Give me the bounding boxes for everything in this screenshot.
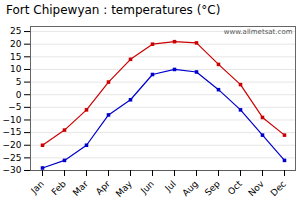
svg-text:20: 20 [10, 39, 22, 49]
svg-text:Apr: Apr [94, 179, 112, 197]
svg-text:Aug: Aug [180, 179, 200, 198]
svg-text:Jul: Jul [162, 179, 177, 194]
svg-text:Mar: Mar [71, 178, 90, 197]
svg-text:Feb: Feb [50, 179, 69, 198]
svg-text:−30: −30 [3, 165, 22, 175]
svg-text:Nov: Nov [246, 178, 266, 198]
svg-text:−25: −25 [3, 153, 22, 163]
svg-text:www.allmetsat.com: www.allmetsat.com [224, 28, 293, 36]
svg-text:Oct: Oct [226, 178, 244, 196]
svg-text:−10: −10 [3, 115, 22, 125]
svg-text:−15: −15 [3, 127, 22, 137]
svg-text:−20: −20 [3, 140, 22, 150]
svg-text:Jun: Jun [138, 179, 156, 197]
svg-text:10: 10 [10, 64, 22, 74]
svg-text:15: 15 [10, 52, 21, 62]
svg-text:5: 5 [16, 77, 22, 87]
svg-text:0: 0 [16, 90, 22, 100]
svg-text:−5: −5 [8, 102, 21, 112]
svg-text:25: 25 [10, 26, 21, 36]
svg-text:Dec: Dec [269, 179, 288, 198]
html-text:Fort Chipewyan : temperatures: Fort Chipewyan : temperatures (°C) [6, 3, 221, 17]
svg-text:Sep: Sep [203, 179, 222, 198]
svg-text:Jan: Jan [28, 179, 46, 197]
svg-text:May: May [114, 178, 135, 198]
